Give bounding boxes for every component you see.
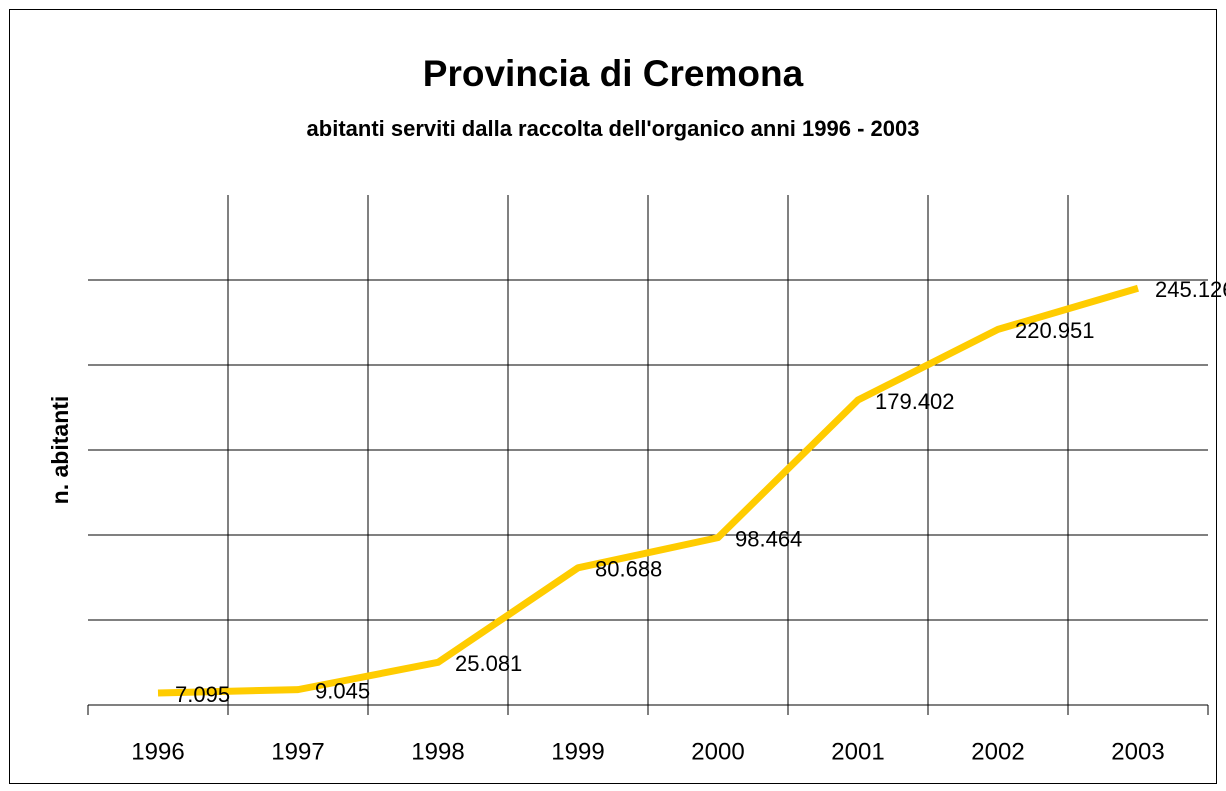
x-tick-label: 2003 [1111,738,1164,765]
chart-frame [9,9,1217,784]
data-label: 7.095 [175,682,230,707]
series-line [157,284,1139,697]
chart-title: Provincia di Cremona [423,53,804,94]
x-tick-label: 1998 [411,738,464,765]
data-label: 179.402 [875,389,955,414]
data-label: 9.045 [315,678,370,703]
x-tick-label: 2001 [831,738,884,765]
data-label: 25.081 [455,651,522,676]
x-tick-label: 1997 [271,738,324,765]
x-tick-label: 1996 [131,738,184,765]
y-axis-label: n. abitanti [47,396,73,505]
data-label: 80.688 [595,557,662,582]
data-label: 220.951 [1015,318,1095,343]
x-tick-label: 2000 [691,738,744,765]
x-tick-label: 2002 [971,738,1024,765]
data-label: 245.126 [1155,277,1226,302]
data-label: 98.464 [735,526,802,551]
x-tick-label: 1999 [551,738,604,765]
chart-subtitle: abitanti serviti dalla raccolta dell'org… [307,116,920,141]
